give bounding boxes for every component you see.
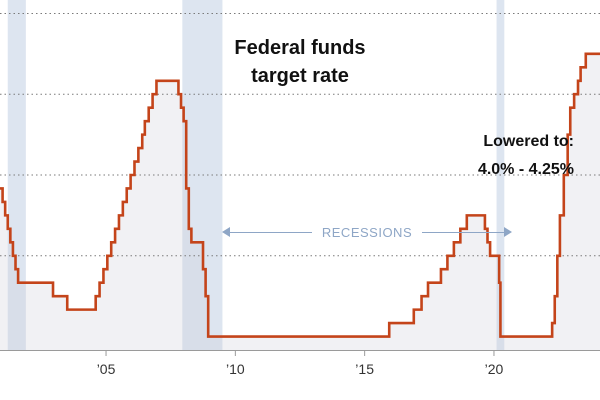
annotation-line-1: Lowered to:: [483, 133, 574, 150]
x-tick-label-2: ’15: [355, 361, 374, 377]
rate-area: [0, 53, 600, 350]
x-axis: ’05 ’10 ’15 ’20: [0, 350, 600, 377]
chart-title: Federal funds target rate: [200, 34, 400, 90]
rate-annotation: Lowered to: 4.0% - 4.25%: [478, 128, 574, 184]
arrow-line-right: [422, 231, 504, 233]
annotation-line-2: 4.0% - 4.25%: [477, 161, 574, 178]
x-tick-label-0: ’05: [97, 361, 116, 377]
rate-line: [0, 52, 600, 338]
area-fill: [0, 53, 600, 350]
chart-title-line-1: Federal funds: [234, 37, 366, 59]
recessions-legend: RECESSIONS: [222, 222, 512, 242]
x-tick-label-3: ’20: [485, 361, 504, 377]
x-tick-label-1: ’10: [226, 361, 245, 377]
chart-title-line-2: target rate: [251, 65, 349, 87]
series-line: [0, 52, 600, 338]
right-arrow-icon: [504, 227, 512, 237]
recessions-label: RECESSIONS: [321, 224, 413, 240]
arrow-line-left: [230, 231, 312, 233]
recession-band-0: [7, 0, 26, 350]
left-arrow-icon: [222, 227, 230, 237]
